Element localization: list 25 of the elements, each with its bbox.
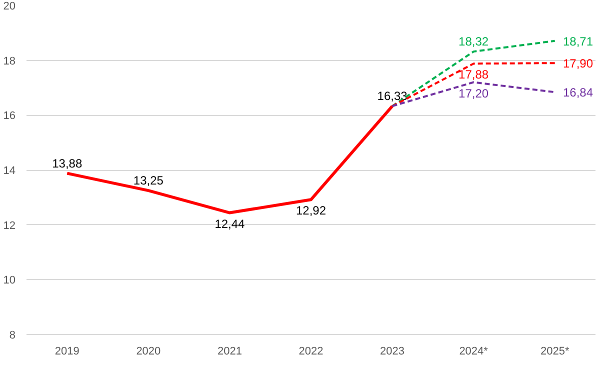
y-tick-label: 12 [3,220,16,232]
y-tick-label: 8 [9,330,16,342]
data-label: 12,92 [296,204,326,218]
y-tick-label: 18 [3,55,16,68]
y-tick-label: 10 [3,274,16,287]
data-label: 18,32 [458,34,489,49]
x-tick-label: 2024* [459,346,489,358]
x-tick-label: 2022 [298,346,324,358]
y-tick-label: 20 [3,0,16,12]
x-tick-label: 2021 [217,346,242,358]
data-label: 12,44 [214,216,246,231]
x-tick-label: 2025* [540,346,570,358]
x-tick-label: 2023 [380,346,405,358]
y-tick-label: 14 [3,165,16,177]
x-tick-label: 2020 [136,346,161,358]
data-label: 16,33 [377,89,408,104]
data-label: 13,25 [133,174,164,188]
data-label: 18,71 [562,34,594,48]
x-tick-label: 2019 [54,346,80,358]
y-tick-label: 16 [3,110,16,122]
data-label: 16,84 [562,86,594,100]
data-label: 17,20 [458,86,489,100]
data-label: 17,90 [562,56,594,71]
data-label: 13,88 [52,156,82,170]
data-label: 17,88 [458,68,489,82]
